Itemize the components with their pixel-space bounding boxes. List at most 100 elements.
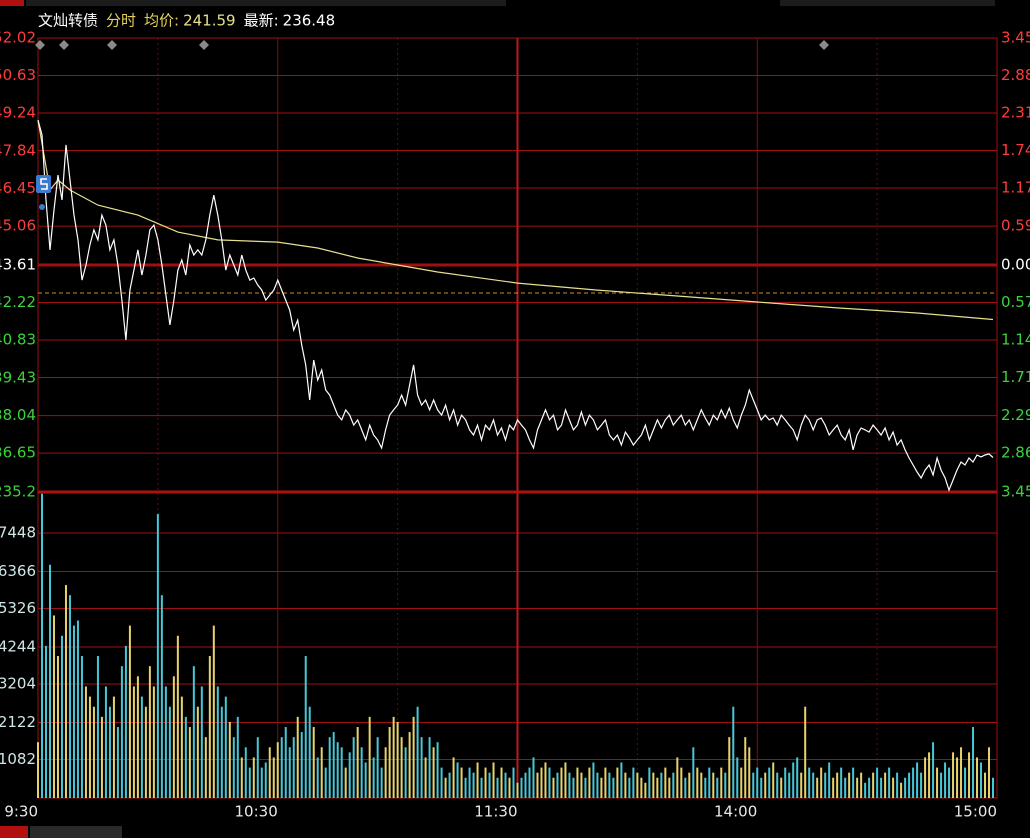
volume-bar: [488, 772, 491, 798]
y-tick-label: 246.45: [0, 179, 36, 197]
volume-bar: [324, 767, 327, 798]
volume-bar: [592, 762, 595, 798]
volume-bar: [532, 757, 535, 798]
volume-bar: [232, 737, 235, 798]
volume-bar: [844, 777, 847, 798]
volume-bar: [128, 625, 131, 798]
volume-bar: [508, 777, 511, 798]
volume-bar: [904, 777, 907, 798]
volume-bar: [148, 666, 151, 798]
volume-bar: [152, 686, 155, 798]
volume-bar: [300, 732, 303, 798]
volume-bar: [156, 514, 159, 798]
volume-bar: [836, 772, 839, 798]
y2-tick-label: 1.71: [1001, 368, 1030, 386]
volume-bar: [368, 716, 371, 798]
y2-tick-label: 1.74: [1001, 141, 1030, 159]
signal-letter: [40, 178, 48, 190]
volume-bar: [444, 777, 447, 798]
volume-bar: [40, 493, 43, 798]
volume-bar: [344, 767, 347, 798]
volume-bar: [544, 762, 547, 798]
volume-bar: [292, 737, 295, 798]
volume-bar: [744, 737, 747, 798]
volume-bar: [352, 737, 355, 798]
volume-bar: [712, 772, 715, 798]
volume-bar: [380, 767, 383, 798]
volume-bar: [848, 772, 851, 798]
volume-bar: [644, 782, 647, 798]
volume-tick-label: 4244: [0, 637, 36, 655]
volume-bar: [808, 767, 811, 798]
volume-bar: [956, 757, 959, 798]
volume-bar: [976, 757, 979, 798]
volume-bar: [64, 585, 67, 798]
volume-bar: [708, 767, 711, 798]
volume-bar: [220, 706, 223, 798]
volume-bar: [416, 706, 419, 798]
volume-bar: [332, 732, 335, 798]
volume-bar: [796, 757, 799, 798]
volume-bar: [420, 737, 423, 798]
x-tick-label: 14:00: [714, 803, 757, 821]
volume-tick-label: 7448: [0, 523, 36, 541]
volume-bar: [468, 767, 471, 798]
mode-label: 分时: [106, 12, 136, 30]
volume-bar: [140, 696, 143, 798]
volume-bar: [132, 686, 135, 798]
volume-bar: [396, 721, 399, 798]
volume-bar: [136, 676, 139, 798]
volume-bar: [520, 777, 523, 798]
volume-bar: [240, 757, 243, 798]
volume-bar: [260, 767, 263, 798]
volume-bar: [460, 767, 463, 798]
volume-bar: [404, 747, 407, 798]
volume-bar: [160, 595, 163, 798]
y2-tick-label: 2.31: [1001, 104, 1030, 122]
volume-bar: [584, 777, 587, 798]
volume-bar: [392, 716, 395, 798]
volume-bar: [176, 635, 179, 798]
volume-bar: [120, 666, 123, 798]
event-marker: [819, 40, 829, 50]
volume-bar: [716, 777, 719, 798]
y-tick-label: 245.06: [0, 216, 36, 234]
volume-bar: [236, 716, 239, 798]
volume-bar: [356, 727, 359, 798]
volume-bar: [768, 767, 771, 798]
volume-bar: [492, 762, 495, 798]
volume-bar: [316, 757, 319, 798]
volume-bar: [424, 757, 427, 798]
volume-bar: [296, 716, 299, 798]
volume-bar: [568, 772, 571, 798]
volume-bar: [828, 762, 831, 798]
volume-bar: [736, 757, 739, 798]
volume-bar: [684, 777, 687, 798]
volume-bar: [208, 656, 211, 798]
volume-bar: [328, 737, 331, 798]
volume-bar: [580, 772, 583, 798]
volume-bar: [896, 772, 899, 798]
volume-bar: [56, 656, 59, 798]
volume-bar: [868, 777, 871, 798]
volume-bar: [516, 782, 519, 798]
x-tick-label: 10:30: [235, 803, 278, 821]
volume-bar: [272, 757, 275, 798]
volume-bar: [536, 772, 539, 798]
volume-bar: [784, 767, 787, 798]
volume-bar: [144, 706, 147, 798]
volume-bar: [100, 716, 103, 798]
volume-bar: [832, 777, 835, 798]
volume-bar: [376, 737, 379, 798]
volume-bar: [824, 772, 827, 798]
volume-bar: [264, 762, 267, 798]
volume-bar: [572, 777, 575, 798]
volume-bar: [180, 696, 183, 798]
event-marker: [107, 40, 117, 50]
volume-bar: [308, 706, 311, 798]
volume-bar: [892, 777, 895, 798]
y-tick-label: 238.04: [0, 406, 36, 424]
volume-bar: [916, 762, 919, 798]
volume-bar: [496, 777, 499, 798]
volume-bar: [312, 727, 315, 798]
